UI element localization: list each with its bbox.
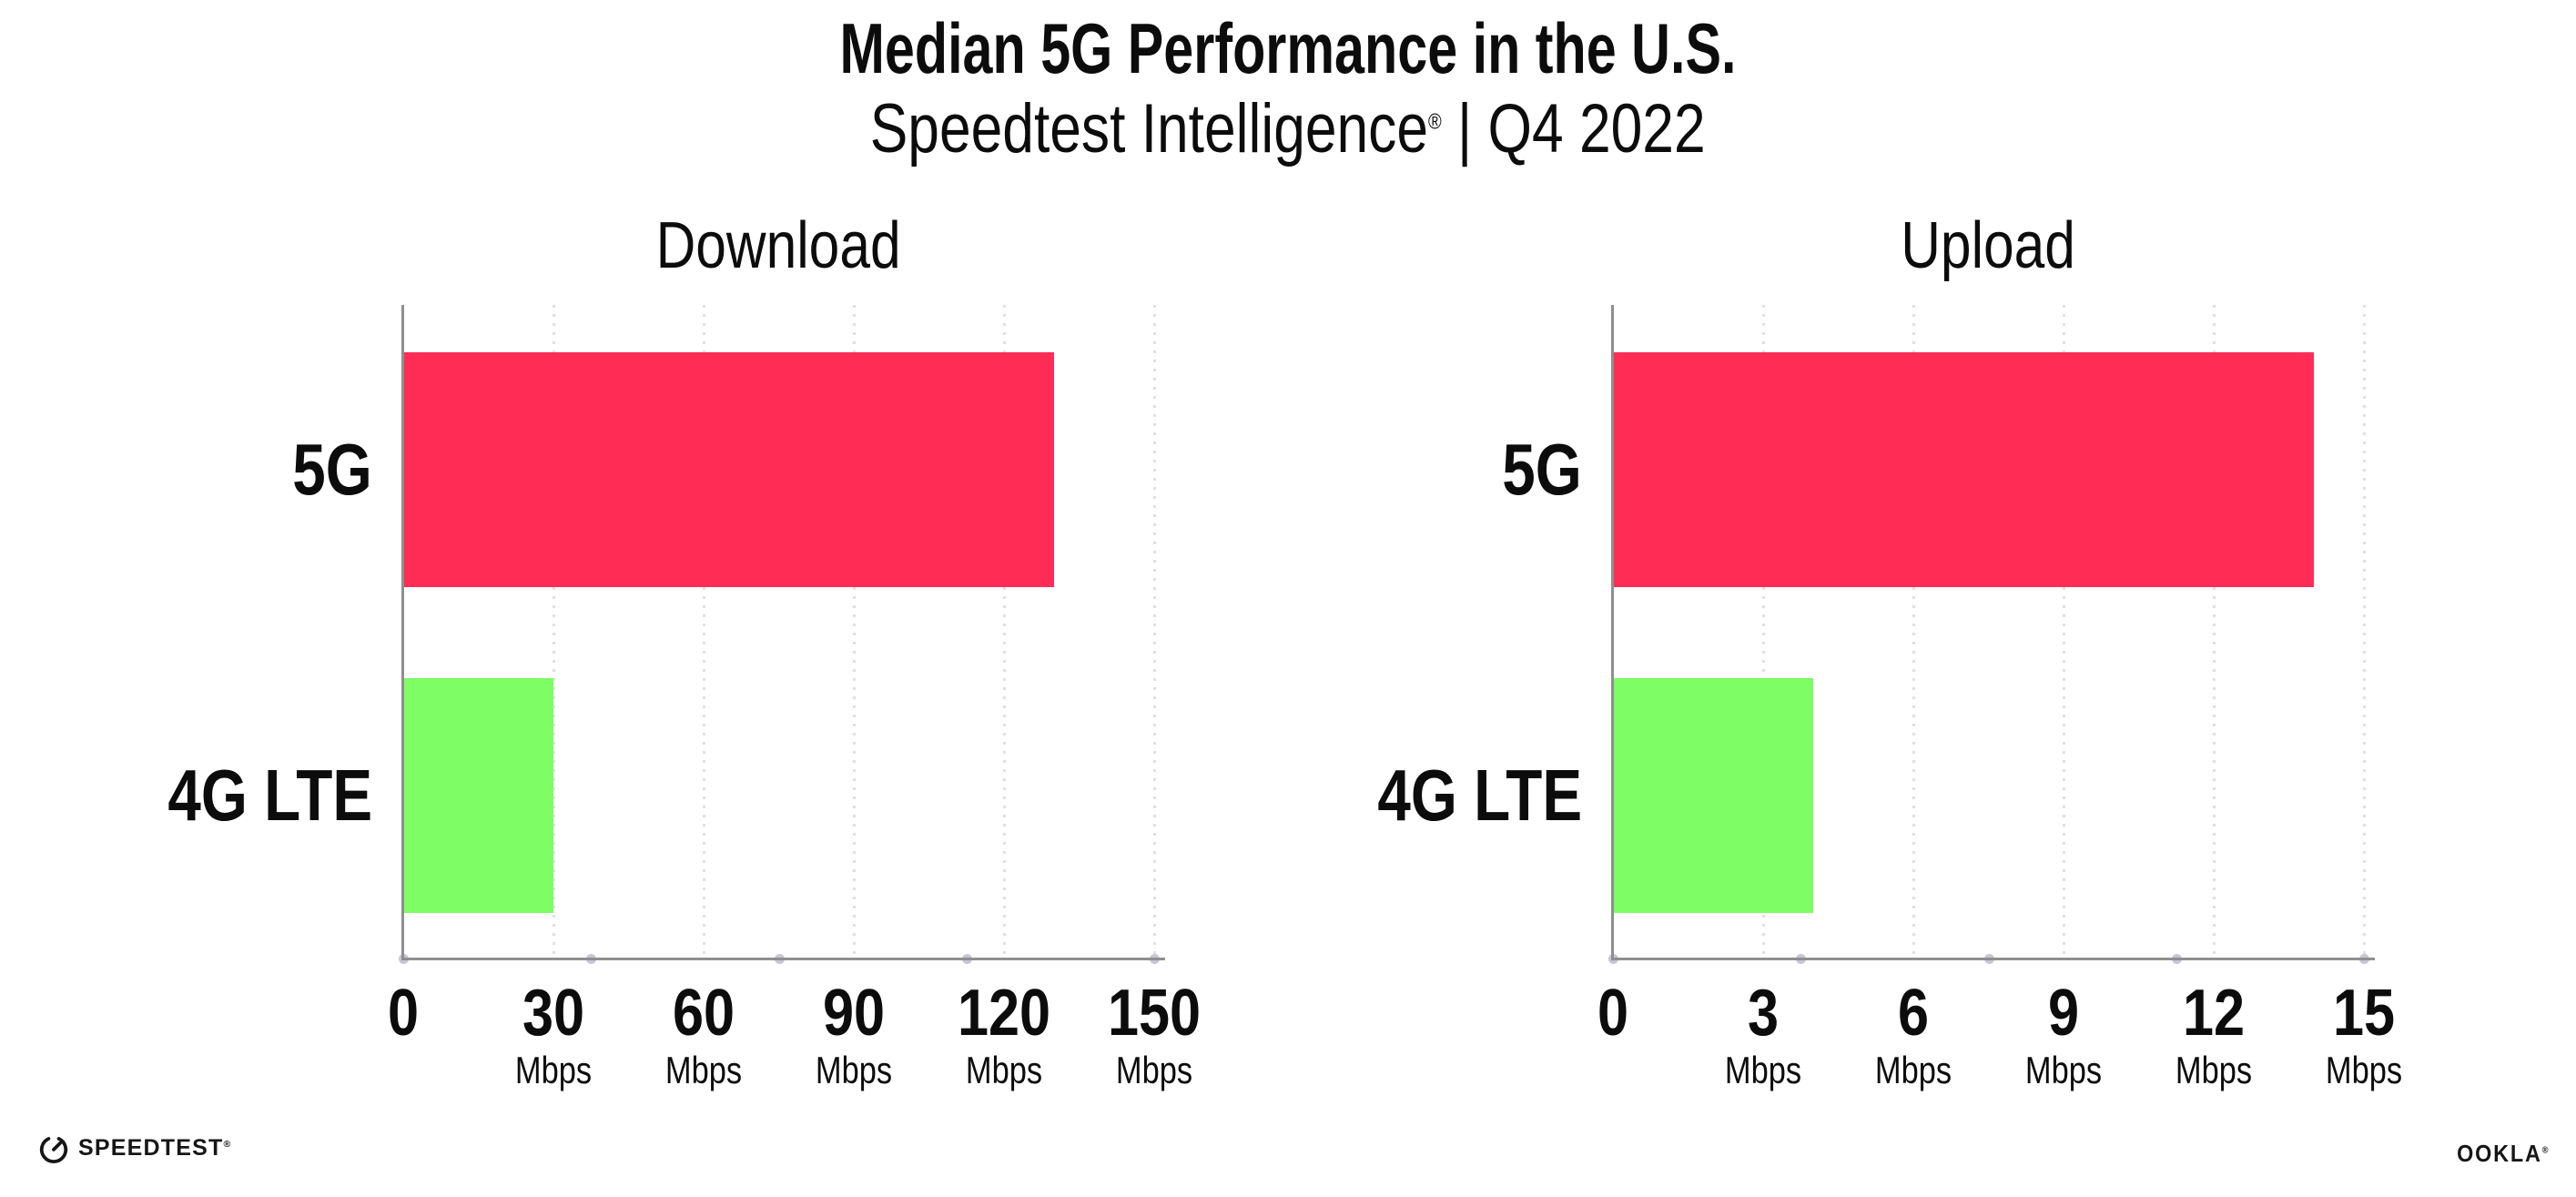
category-label-5g: 5G xyxy=(1485,429,1582,511)
tick-unit-15: Mbps xyxy=(2325,1049,2403,1091)
gridline-150 xyxy=(1153,305,1156,959)
speedtest-wordmark: SPEEDTEST® xyxy=(78,1135,230,1161)
chart-title-text: Upload xyxy=(1901,209,2076,282)
tick-unit-6: Mbps xyxy=(1874,1049,1952,1091)
tick-label-60: 60 xyxy=(672,977,735,1050)
subtitle-brand: Speedtest Intelligence xyxy=(870,90,1429,167)
category-label-text: 4G LTE xyxy=(1377,755,1582,836)
tick-unit-30: Mbps xyxy=(514,1049,593,1091)
speedtest-wordmark-text: SPEEDTEST xyxy=(78,1134,224,1161)
tick-unit-60: Mbps xyxy=(664,1049,743,1091)
speedtest-registered-icon: ® xyxy=(223,1138,231,1150)
bar-5g xyxy=(403,352,1054,587)
ookla-registered-icon: ® xyxy=(2542,1145,2549,1156)
y-axis-line xyxy=(401,305,404,960)
ookla-wordmark-text: OOKLA xyxy=(2457,1140,2543,1167)
gridline-12 xyxy=(2213,305,2216,959)
registered-trademark-icon: ® xyxy=(1428,109,1443,135)
category-label-text: 4G LTE xyxy=(167,755,372,836)
gridline-15 xyxy=(2363,305,2366,959)
tick-unit-3: Mbps xyxy=(1724,1049,1802,1091)
bar-4g-lte xyxy=(1613,678,1813,913)
tick-unit-9: Mbps xyxy=(2024,1049,2103,1091)
category-label-4g-lte: 4G LTE xyxy=(123,755,372,837)
page-subtitle-text: Speedtest Intelligence® | Q4 2022 xyxy=(870,89,1706,168)
subtitle-period: | Q4 2022 xyxy=(1442,90,1706,167)
category-label-text: 5G xyxy=(1502,429,1582,510)
gridline-60 xyxy=(703,305,705,959)
upload-chart: Upload 5G 4G LTE 0 3 Mbps 6 Mbps 9 Mbps 12 Mbps 15 Mb… xyxy=(1377,209,2402,1089)
tick-label-12: 12 xyxy=(2182,977,2246,1050)
x-axis-line xyxy=(1611,958,2375,960)
tick-unit-12: Mbps xyxy=(2175,1049,2253,1091)
bar-4g-lte xyxy=(403,678,553,913)
tick-label-150: 150 xyxy=(1107,977,1202,1050)
tick-label-3: 3 xyxy=(1747,977,1780,1050)
ookla-logo: OOKLA® xyxy=(2447,1140,2549,1168)
gridline-30 xyxy=(553,305,555,959)
speedtest-gauge-icon xyxy=(39,1137,68,1163)
category-label-5g: 5G xyxy=(275,429,372,511)
gridline-6 xyxy=(1912,305,1915,959)
category-label-text: 5G xyxy=(292,429,372,510)
gridline-90 xyxy=(853,305,856,959)
chart-title: Upload xyxy=(1613,209,2364,282)
gridline-3 xyxy=(1762,305,1765,959)
category-label-4g-lte: 4G LTE xyxy=(1333,755,1582,837)
ookla-wordmark: OOKLA® xyxy=(2458,1140,2549,1168)
page-title-text: Median 5G Performance in the U.S. xyxy=(839,8,1737,88)
tick-label-0: 0 xyxy=(387,977,420,1050)
tick-unit-90: Mbps xyxy=(815,1049,893,1091)
tick-label-6: 6 xyxy=(1897,977,1930,1050)
tick-label-0: 0 xyxy=(1597,977,1629,1050)
chart-title: Download xyxy=(403,209,1154,282)
tick-unit-150: Mbps xyxy=(1115,1049,1193,1091)
speedtest-logo: SPEEDTEST® xyxy=(38,1132,230,1163)
tick-label-15: 15 xyxy=(2332,977,2396,1050)
tick-label-30: 30 xyxy=(522,977,585,1050)
page-subtitle: Speedtest Intelligence® | Q4 2022 xyxy=(0,89,2576,168)
gridline-120 xyxy=(1003,305,1006,959)
chart-title-text: Download xyxy=(656,209,901,282)
tick-label-90: 90 xyxy=(822,977,886,1050)
bar-5g xyxy=(1613,352,2314,587)
download-chart: Download 5G 4G LTE 0 30 Mbps 60 Mbps 90 Mbps 120 Mb… xyxy=(167,209,1201,1089)
page-title: Median 5G Performance in the U.S. xyxy=(0,8,2576,88)
gridline-9 xyxy=(2063,305,2065,959)
tick-unit-120: Mbps xyxy=(965,1049,1043,1091)
tick-label-120: 120 xyxy=(957,977,1051,1050)
tick-label-9: 9 xyxy=(2047,977,2080,1050)
y-axis-line xyxy=(1611,305,1614,960)
x-axis-line xyxy=(401,958,1165,960)
